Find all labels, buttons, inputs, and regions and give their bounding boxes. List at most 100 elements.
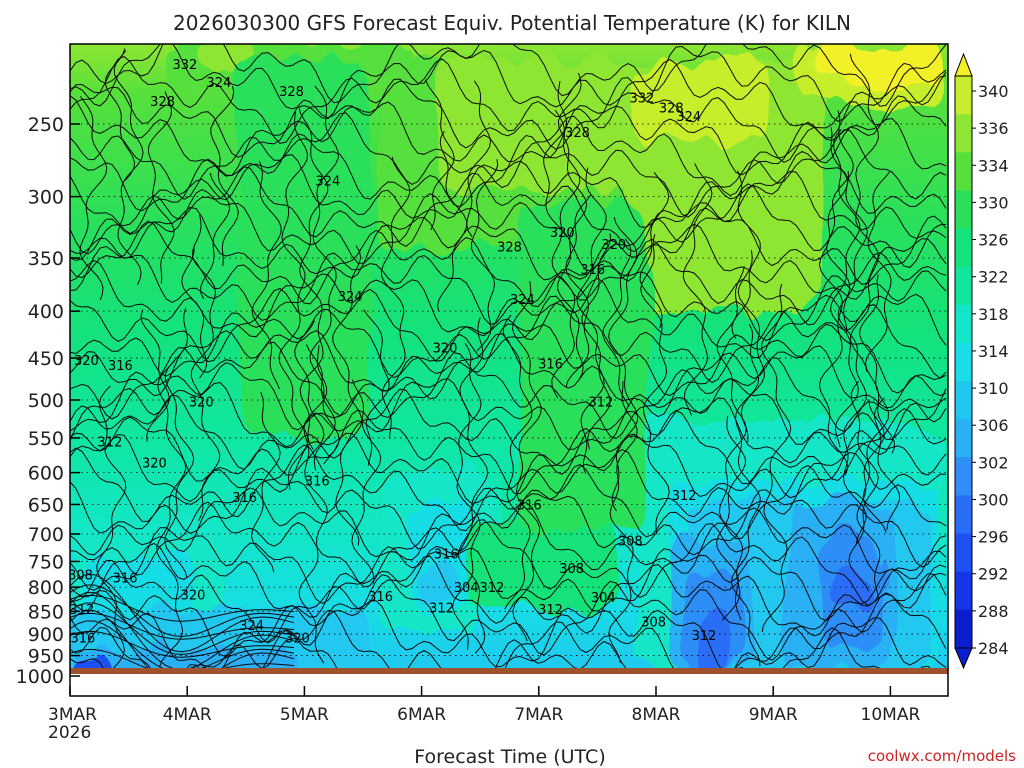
contour-label: 320: [433, 341, 458, 356]
contour-line: [639, 172, 670, 329]
contour-label: 324: [315, 174, 340, 189]
credit-text: coolwx.com/models: [868, 747, 1016, 765]
contour-line: [70, 574, 295, 653]
contour-line: [96, 385, 127, 669]
contour-line: [70, 388, 947, 475]
contour-line: [716, 415, 746, 621]
contour-line: [70, 501, 947, 588]
contour-line: [818, 127, 849, 476]
contour-line: [730, 323, 761, 667]
y-tick-label: 900: [28, 624, 64, 646]
contour-line: [837, 171, 868, 544]
contour-line: [511, 281, 542, 642]
colorbar-swatch: [955, 419, 972, 458]
contour-label: 316: [70, 632, 95, 647]
contour-line: [70, 584, 295, 637]
contour-line: [200, 172, 231, 300]
colorbar-swatch: [955, 190, 972, 230]
colorbar-swatch: [955, 228, 972, 268]
x-axis-title: Forecast Time (UTC): [414, 746, 605, 768]
colorbar-swatch: [955, 495, 972, 535]
contour-line: [332, 245, 363, 546]
contour-line: [470, 159, 499, 352]
colorbar-tick-label: 306: [978, 416, 1009, 435]
contour-line: [848, 380, 879, 592]
y-tick-label: 350: [28, 248, 64, 270]
contour-line: [640, 234, 670, 535]
contour-label: 312: [672, 489, 697, 504]
contour-line: [424, 79, 455, 231]
contour-label: 320: [142, 457, 167, 472]
contour-line: [70, 378, 947, 450]
contour-line: [70, 408, 947, 495]
colorbar-swatch: [955, 457, 972, 496]
contour-line: [70, 44, 947, 107]
contour-line: [502, 314, 533, 610]
contour-line: [864, 171, 896, 454]
colorbar-tick-label: 284: [978, 639, 1009, 658]
contour-line: [70, 352, 947, 440]
y-tick-label: 650: [28, 494, 64, 516]
plot-frame: [69, 43, 949, 697]
colorbar-swatch: [955, 266, 972, 306]
contour-label: 316: [517, 498, 542, 513]
contour-label: 304: [454, 581, 479, 596]
x-tick-label: 9MAR: [749, 705, 798, 725]
y-tick-label: 950: [28, 646, 64, 668]
contour-label: 320: [74, 354, 99, 369]
contour-line: [294, 320, 325, 459]
contour-line: [70, 609, 947, 674]
colorbar: 340 336 334 330 326 322 318 314 310 306 302 300 296 2…: [954, 52, 1009, 670]
y-tick-label: 550: [28, 428, 64, 450]
contour-line: [104, 48, 136, 181]
contour-line: [309, 85, 340, 465]
contour-line: [70, 95, 947, 177]
contour-line: [70, 649, 295, 674]
contour-line: [70, 627, 937, 674]
contour-line: [70, 44, 947, 122]
colorbar-tick-label: 302: [978, 453, 1009, 472]
colorbar-tick-label: 334: [978, 156, 1009, 175]
contour-label: 312: [69, 603, 94, 618]
contour-line: [70, 613, 295, 640]
colorbar-tick-label: 330: [978, 193, 1009, 212]
contour-line: [452, 343, 482, 650]
y-axis: 2503003504004505005506006507007508008509…: [16, 114, 80, 688]
contour-line: [164, 307, 195, 579]
contour-label: 312: [692, 629, 717, 644]
field-region: [240, 60, 370, 440]
x-tick-label: 6MAR: [397, 705, 446, 725]
contour-line: [551, 109, 581, 399]
x-tick-label: 3MAR: [48, 705, 97, 725]
contour-line: [70, 542, 947, 622]
contour-line: [70, 602, 295, 655]
contour-label: 320: [181, 589, 206, 604]
contour-label: 316: [113, 572, 138, 587]
contour-label: 324: [206, 76, 231, 91]
chart-title: 2026030300 GFS Forecast Equiv. Potential…: [173, 11, 851, 35]
contour-line: [543, 81, 568, 238]
y-tick-label: 500: [28, 390, 64, 412]
y-tick-label: 850: [28, 601, 64, 623]
contour-line: [363, 309, 390, 466]
contour-line: [436, 130, 468, 312]
contour-line: [278, 111, 309, 490]
contour-line: [581, 233, 612, 450]
contour-line: [70, 166, 947, 255]
contour-line: [466, 80, 492, 238]
contour-label: 312: [589, 396, 614, 411]
colorbar-tick-label: 314: [978, 342, 1009, 361]
contour-line: [70, 487, 947, 568]
colorbar-swatch: [955, 114, 972, 153]
contour-label: 316: [305, 474, 330, 489]
x-year-label: 2026: [48, 723, 91, 743]
colorbar-max-arrow: [954, 52, 973, 77]
contour-label: 316: [538, 357, 563, 372]
colorbar-tick-label: 300: [978, 490, 1009, 509]
contour-label: 332: [630, 92, 655, 107]
contour-line: [682, 163, 713, 416]
contour-line: [70, 573, 947, 661]
x-tick-label: 10MAR: [861, 705, 921, 725]
contour-label: 308: [559, 562, 584, 577]
y-tick-label: 700: [28, 524, 64, 546]
